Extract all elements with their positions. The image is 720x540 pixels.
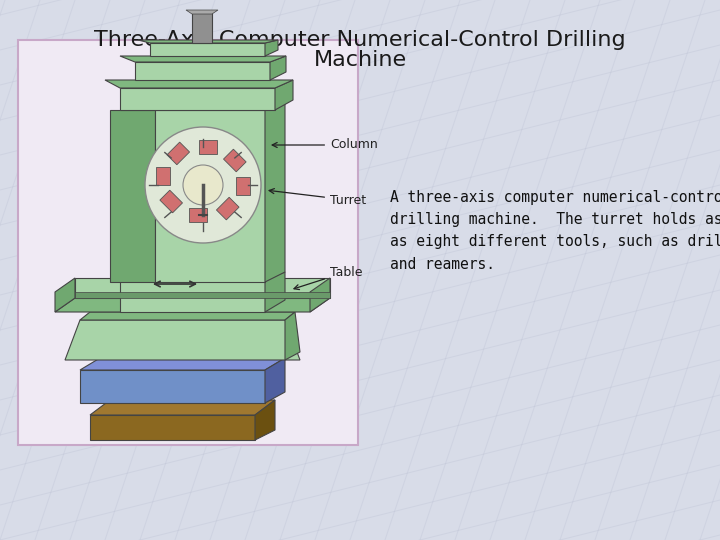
Polygon shape: [55, 278, 75, 312]
Polygon shape: [120, 56, 286, 62]
FancyBboxPatch shape: [223, 149, 246, 172]
FancyBboxPatch shape: [217, 197, 239, 220]
Polygon shape: [80, 312, 295, 320]
Polygon shape: [265, 358, 285, 403]
Polygon shape: [55, 298, 330, 312]
Text: A three-axis computer numerical-control
drilling machine.  The turret holds as m: A three-axis computer numerical-control …: [390, 190, 720, 272]
Text: Table: Table: [294, 266, 362, 289]
Text: Three-Axis Computer Numerical-Control Drilling: Three-Axis Computer Numerical-Control Dr…: [94, 30, 626, 50]
Polygon shape: [270, 56, 286, 80]
Polygon shape: [150, 43, 265, 56]
FancyBboxPatch shape: [199, 140, 217, 154]
Bar: [192, 13, 212, 43]
FancyBboxPatch shape: [18, 40, 358, 445]
Polygon shape: [155, 110, 265, 282]
Polygon shape: [75, 292, 330, 298]
Polygon shape: [120, 88, 275, 110]
Polygon shape: [275, 80, 293, 110]
Circle shape: [183, 165, 223, 205]
Polygon shape: [265, 272, 285, 312]
Polygon shape: [135, 62, 270, 80]
Polygon shape: [90, 415, 255, 440]
FancyBboxPatch shape: [160, 190, 182, 213]
Polygon shape: [105, 80, 293, 88]
FancyBboxPatch shape: [156, 167, 170, 185]
Text: Column: Column: [272, 138, 378, 152]
Polygon shape: [265, 40, 278, 56]
Polygon shape: [90, 400, 275, 415]
Polygon shape: [138, 40, 278, 43]
Polygon shape: [65, 320, 300, 360]
Text: Turret: Turret: [269, 188, 366, 206]
Polygon shape: [285, 312, 300, 360]
Polygon shape: [110, 110, 155, 282]
Polygon shape: [255, 400, 275, 440]
Text: Machine: Machine: [313, 50, 407, 70]
FancyBboxPatch shape: [189, 208, 207, 222]
Polygon shape: [120, 280, 265, 312]
Polygon shape: [310, 278, 330, 312]
Polygon shape: [75, 278, 330, 298]
FancyBboxPatch shape: [236, 177, 250, 195]
Polygon shape: [186, 10, 218, 14]
Polygon shape: [80, 370, 265, 403]
FancyBboxPatch shape: [167, 142, 189, 165]
Circle shape: [145, 127, 261, 243]
Polygon shape: [80, 358, 285, 370]
Polygon shape: [265, 102, 285, 282]
